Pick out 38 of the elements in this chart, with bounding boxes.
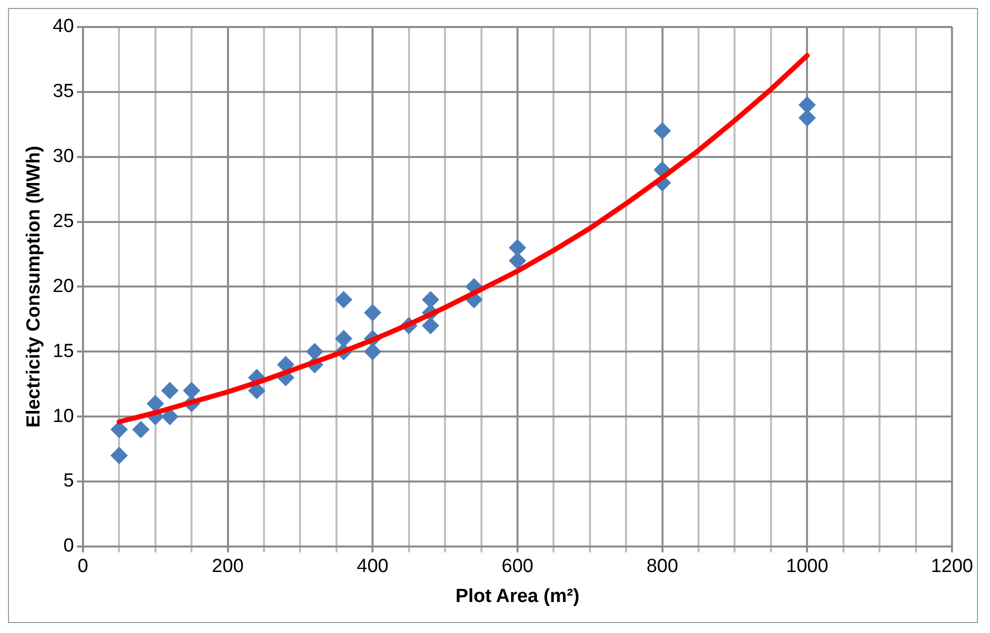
point [654, 122, 671, 140]
point [183, 382, 200, 400]
point [422, 291, 440, 308]
point [146, 395, 164, 412]
point [335, 291, 352, 308]
point [306, 343, 324, 360]
y-axis-title: Electricity Consumption (MWh) [24, 146, 45, 428]
y-tick-label: 25 [52, 211, 74, 232]
point [364, 343, 382, 360]
point [798, 109, 816, 126]
point [508, 252, 526, 270]
x-tick-label: 1200 [930, 556, 974, 578]
y-tick-label: 20 [52, 276, 74, 297]
point [508, 239, 526, 256]
y-tick-label: 40 [52, 16, 74, 38]
y-tick-label: 5 [63, 470, 74, 492]
y-tick-label: 35 [52, 81, 74, 102]
point [422, 317, 440, 334]
x-tick-label: 600 [502, 556, 534, 578]
x-tick-label: 0 [78, 556, 88, 578]
point [110, 447, 128, 464]
x-axis-title: Plot Area (m²) [456, 586, 580, 607]
point [161, 382, 178, 400]
y-tick-label: 15 [52, 340, 74, 362]
y-tick-label: 30 [52, 146, 74, 168]
y-tick-label: 10 [52, 406, 74, 427]
point [248, 382, 266, 400]
point [161, 408, 178, 426]
point [798, 96, 816, 114]
point [110, 421, 128, 438]
x-tick-label: 400 [356, 556, 388, 578]
x-tick-label: 800 [646, 556, 678, 578]
y-tick-label: 0 [63, 536, 74, 557]
point [364, 304, 382, 322]
point [132, 421, 150, 438]
x-tick-label: 200 [212, 556, 244, 578]
point [335, 330, 352, 348]
x-tick-label: 1000 [786, 556, 828, 578]
